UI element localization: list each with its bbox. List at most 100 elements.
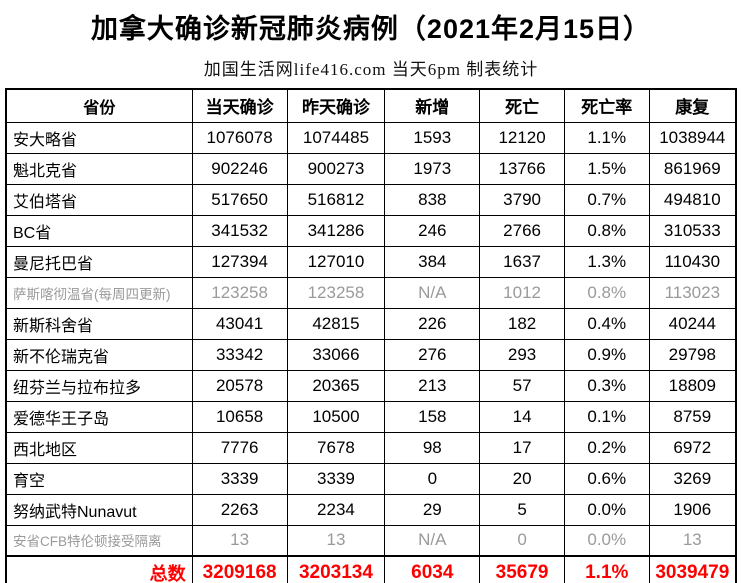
cell-new-cases: N/A (384, 524, 481, 557)
cell-recovered: 110430 (648, 245, 737, 278)
table-header: 省份 当天确诊 昨天确诊 新增 死亡 死亡率 康复 (5, 88, 737, 123)
cell-deaths: 13766 (479, 152, 565, 185)
cell-death-rate: 0.8% (563, 276, 650, 309)
cell-new-cases: 226 (384, 307, 481, 340)
table-row: 西北地区 7776 7678 98 17 0.2% 6972 (5, 431, 737, 464)
cell-province: 安大略省 (5, 121, 193, 154)
cell-today-confirmed: 3339 (191, 462, 288, 495)
cell-province: 艾伯塔省 (5, 183, 193, 216)
cell-recovered: 1038944 (648, 121, 737, 154)
cell-deaths: 17 (479, 431, 565, 464)
cell-deaths: 182 (479, 307, 565, 340)
cell-yesterday-confirmed: 900273 (286, 152, 386, 185)
cell-yesterday-confirmed: 7678 (286, 431, 386, 464)
cell-yesterday-confirmed: 13 (286, 524, 386, 557)
cell-new-cases: 29 (384, 493, 481, 526)
table-row: BC省 341532 341286 246 2766 0.8% 310533 (5, 214, 737, 247)
cell-province: 安省CFB特伦顿接受隔离 (5, 524, 193, 557)
table-row: 安大略省 1076078 1074485 1593 12120 1.1% 1038944 (5, 121, 737, 154)
cell-deaths: 57 (479, 369, 565, 402)
cell-today-confirmed: 13 (191, 524, 288, 557)
cell-recovered: 6972 (648, 431, 737, 464)
cell-new-cases: 838 (384, 183, 481, 216)
header-row: 省份 当天确诊 昨天确诊 新增 死亡 死亡率 康复 (5, 88, 737, 123)
total-row: 总数 3209168 3203134 6034 35679 1.1% 30394… (5, 555, 737, 583)
table-row: 新不伦瑞克省 33342 33066 276 293 0.9% 29798 (5, 338, 737, 371)
cell-death-rate: 0.9% (563, 338, 650, 371)
page-subtitle: 加国生活网life416.com 当天6pm 制表统计 (203, 60, 539, 79)
cell-recovered: 8759 (648, 400, 737, 433)
total-death-rate: 1.1% (563, 555, 650, 583)
cell-new-cases: 384 (384, 245, 481, 278)
cell-yesterday-confirmed: 1074485 (286, 121, 386, 154)
header-today-confirmed: 当天确诊 (191, 88, 288, 123)
header-yesterday-confirmed: 昨天确诊 (286, 88, 386, 123)
cell-new-cases: 1593 (384, 121, 481, 154)
cell-today-confirmed: 123258 (191, 276, 288, 309)
cell-new-cases: 158 (384, 400, 481, 433)
cell-yesterday-confirmed: 123258 (286, 276, 386, 309)
cell-recovered: 18809 (648, 369, 737, 402)
total-label: 总数 (5, 555, 193, 583)
cell-death-rate: 0.0% (563, 493, 650, 526)
cell-province: 努纳武特Nunavut (5, 493, 193, 526)
cell-deaths: 5 (479, 493, 565, 526)
cell-deaths: 1012 (479, 276, 565, 309)
cell-today-confirmed: 1076078 (191, 121, 288, 154)
table-row: 爱德华王子岛 10658 10500 158 14 0.1% 8759 (5, 400, 737, 433)
table-row: 努纳武特Nunavut 2263 2234 29 5 0.0% 1906 (5, 493, 737, 526)
cell-new-cases: 276 (384, 338, 481, 371)
cell-death-rate: 1.3% (563, 245, 650, 278)
table-row: 安省CFB特伦顿接受隔离 13 13 N/A 0 0.0% 13 (5, 524, 737, 557)
table-row: 新斯科舍省 43041 42815 226 182 0.4% 40244 (5, 307, 737, 340)
cell-new-cases: 213 (384, 369, 481, 402)
cell-recovered: 494810 (648, 183, 737, 216)
cell-province: 育空 (5, 462, 193, 495)
header-province: 省份 (5, 88, 193, 123)
table-footer: 总数 3209168 3203134 6034 35679 1.1% 30394… (5, 555, 737, 583)
cell-deaths: 12120 (479, 121, 565, 154)
cell-new-cases: 0 (384, 462, 481, 495)
cell-today-confirmed: 341532 (191, 214, 288, 247)
covid-stats-table: 省份 当天确诊 昨天确诊 新增 死亡 死亡率 康复 安大略省 1076078 107… (5, 88, 737, 583)
cell-recovered: 113023 (648, 276, 737, 309)
header-deaths: 死亡 (479, 88, 565, 123)
cell-province: 纽芬兰与拉布拉多 (5, 369, 193, 402)
header-recovered: 康复 (648, 88, 737, 123)
cell-recovered: 13 (648, 524, 737, 557)
cell-today-confirmed: 127394 (191, 245, 288, 278)
table-row: 魁北克省 902246 900273 1973 13766 1.5% 861969 (5, 152, 737, 185)
cell-death-rate: 1.5% (563, 152, 650, 185)
cell-province: 西北地区 (5, 431, 193, 464)
cell-death-rate: 0.8% (563, 214, 650, 247)
cell-deaths: 0 (479, 524, 565, 557)
cell-death-rate: 1.1% (563, 121, 650, 154)
cell-new-cases: 98 (384, 431, 481, 464)
cell-yesterday-confirmed: 127010 (286, 245, 386, 278)
cell-province: 新斯科舍省 (5, 307, 193, 340)
cell-today-confirmed: 7776 (191, 431, 288, 464)
table-row: 曼尼托巴省 127394 127010 384 1637 1.3% 110430 (5, 245, 737, 278)
cell-province: 曼尼托巴省 (5, 245, 193, 278)
cell-new-cases: 246 (384, 214, 481, 247)
cell-death-rate: 0.0% (563, 524, 650, 557)
cell-province: 爱德华王子岛 (5, 400, 193, 433)
total-yesterday-confirmed: 3203134 (286, 555, 386, 583)
cell-today-confirmed: 902246 (191, 152, 288, 185)
cell-yesterday-confirmed: 341286 (286, 214, 386, 247)
table-row: 纽芬兰与拉布拉多 20578 20365 213 57 0.3% 18809 (5, 369, 737, 402)
header-new-cases: 新增 (384, 88, 481, 123)
total-deaths: 35679 (479, 555, 565, 583)
cell-recovered: 3269 (648, 462, 737, 495)
cell-death-rate: 0.6% (563, 462, 650, 495)
cell-yesterday-confirmed: 3339 (286, 462, 386, 495)
cell-new-cases: N/A (384, 276, 481, 309)
cell-death-rate: 0.1% (563, 400, 650, 433)
table-row: 萨斯喀彻温省(每周四更新) 123258 123258 N/A 1012 0.8% 1130… (5, 276, 737, 309)
cell-today-confirmed: 43041 (191, 307, 288, 340)
cell-province: BC省 (5, 214, 193, 247)
cell-new-cases: 1973 (384, 152, 481, 185)
cell-recovered: 1906 (648, 493, 737, 526)
total-recovered: 3039479 (648, 555, 737, 583)
